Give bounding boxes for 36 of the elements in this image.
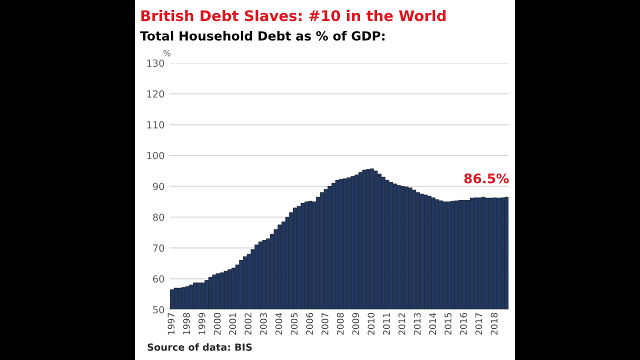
y-tick-label: 50 — [153, 306, 164, 314]
y-tick-label: 130 — [147, 59, 164, 67]
x-tick-label: 2004 — [275, 312, 282, 335]
y-tick-label: 70 — [153, 244, 164, 252]
y-axis-title: % — [164, 50, 170, 56]
y-tick-label: 60 — [153, 275, 164, 283]
x-tick-label: 2017 — [475, 313, 482, 335]
x-tick-label: 2011 — [383, 313, 390, 335]
x-tick-label: 2016 — [460, 312, 467, 335]
chart-subtitle: Total Household Debt as % of GDP: — [140, 30, 384, 41]
y-tick-label: 80 — [153, 214, 164, 221]
x-tick-label: 2008 — [336, 312, 344, 335]
x-tick-label: 2015 — [444, 313, 452, 335]
chart-title: British Debt Slaves: #10 in the World — [141, 10, 446, 22]
x-tick-label: 2009 — [352, 313, 360, 335]
x-tick-label: 2014 — [429, 312, 436, 335]
x-tick-label: 2001 — [229, 313, 236, 335]
x-tick-label: 1999 — [198, 313, 206, 334]
y-tick-label: 100 — [147, 152, 164, 160]
x-tick-label: 2000 — [214, 312, 221, 335]
x-tick-label: 2018 — [490, 312, 498, 335]
y-tick-label: 120 — [147, 90, 164, 98]
y-tick-label: 90 — [152, 182, 164, 190]
y-tick-label: 110 — [147, 121, 164, 128]
x-tick-label: 1997 — [168, 313, 175, 334]
x-tick-label: 2005 — [290, 313, 298, 335]
x-tick-label: 2010 — [368, 312, 375, 335]
x-tick-label: 2006 — [306, 312, 313, 335]
x-tick-label: 2012 — [398, 313, 406, 335]
annotation: 86.5% — [464, 173, 509, 184]
x-tick-label: 2003 — [260, 313, 267, 335]
source-note: Source of data: BIS — [148, 343, 252, 351]
x-tick-label: 2002 — [244, 313, 252, 335]
x-tick-label: 1998 — [183, 312, 190, 334]
x-tick-label: 2007 — [322, 313, 328, 335]
x-tick-label: 2013 — [414, 313, 421, 335]
